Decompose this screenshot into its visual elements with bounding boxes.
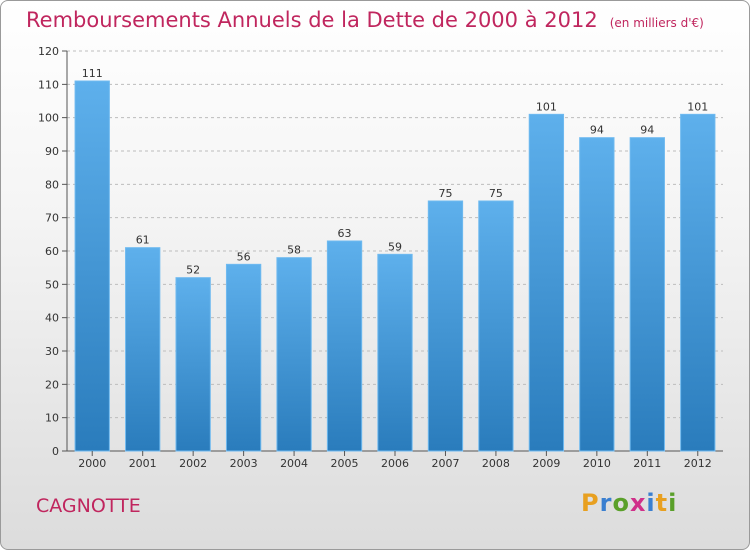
bar (326, 240, 363, 452)
chart-title: Remboursements Annuels de la Dette de 20… (26, 8, 704, 32)
bar (579, 137, 615, 452)
data-label: 58 (287, 244, 301, 257)
data-label: 94 (590, 124, 604, 137)
chart-title-text: Remboursements Annuels de la Dette de 20… (26, 8, 598, 32)
data-label: 63 (338, 227, 352, 240)
y-tick-label: 60 (45, 245, 59, 258)
bar (478, 200, 514, 452)
x-tick-label: 2008 (482, 457, 510, 470)
x-tick-label: 2010 (583, 457, 611, 470)
logo-letter: P (581, 489, 600, 517)
y-tick-label: 0 (52, 445, 59, 458)
data-label: 111 (82, 67, 103, 80)
logo-letter: r (599, 489, 613, 517)
y-tick-label: 50 (45, 278, 59, 291)
x-tick-label: 2009 (532, 457, 560, 470)
bar (225, 263, 262, 452)
y-tick-label: 120 (38, 45, 59, 58)
proxiti-logo: Proxiti (581, 489, 677, 517)
bar (680, 113, 716, 452)
data-label: 101 (687, 100, 708, 113)
x-tick-label: 2012 (684, 457, 712, 470)
bar (629, 137, 665, 452)
chart-unit: (en milliers d'€) (609, 16, 704, 30)
x-tick-label: 2003 (230, 457, 258, 470)
x-tick-label: 2006 (381, 457, 409, 470)
y-tick-label: 40 (45, 312, 59, 325)
logo-letter: i (646, 489, 656, 517)
y-tick-label: 20 (45, 378, 59, 391)
data-label: 101 (536, 100, 557, 113)
bar (427, 200, 464, 452)
y-tick-label: 110 (38, 78, 59, 91)
bar (276, 257, 312, 452)
x-tick-label: 2007 (431, 457, 459, 470)
y-tick-label: 30 (45, 345, 59, 358)
data-labels: 111 61 52 56 58 63 59 75 75 101 94 94 101 (82, 67, 709, 277)
y-tick-label: 100 (38, 112, 59, 125)
x-tick-label: 2000 (78, 457, 106, 470)
x-tick-label: 2011 (633, 457, 661, 470)
x-tick-label: 2004 (280, 457, 308, 470)
data-label: 94 (640, 124, 654, 137)
data-label: 61 (136, 234, 150, 247)
logo-letter: t (655, 489, 669, 517)
bar (528, 113, 565, 452)
bar (377, 253, 413, 452)
bar (125, 247, 161, 452)
bar (74, 80, 110, 452)
data-label: 75 (489, 187, 503, 200)
data-label: 59 (388, 240, 402, 253)
data-label: 75 (438, 187, 452, 200)
data-label: 56 (237, 250, 251, 263)
x-tick-labels: 2000 2001 2002 2003 2004 2005 2006 2007 2008 2009… (78, 451, 712, 470)
y-tick-label: 80 (45, 178, 59, 191)
data-label: 52 (186, 264, 200, 277)
y-tick-label: 70 (45, 212, 59, 225)
x-tick-label: 2002 (179, 457, 207, 470)
commune-name: CAGNOTTE (36, 495, 141, 517)
logo-letter: o (612, 489, 630, 517)
bars (74, 80, 716, 452)
logo-letter: x (629, 489, 647, 517)
x-tick-label: 2005 (331, 457, 359, 470)
y-tick-labels: 0 10 20 30 40 50 60 70 80 90 100 110 120 (38, 45, 59, 458)
bar (175, 277, 211, 452)
y-tick-label: 10 (45, 412, 59, 425)
x-tick-label: 2001 (129, 457, 157, 470)
y-tick-label: 90 (45, 145, 59, 158)
logo-letter: i (668, 489, 678, 517)
